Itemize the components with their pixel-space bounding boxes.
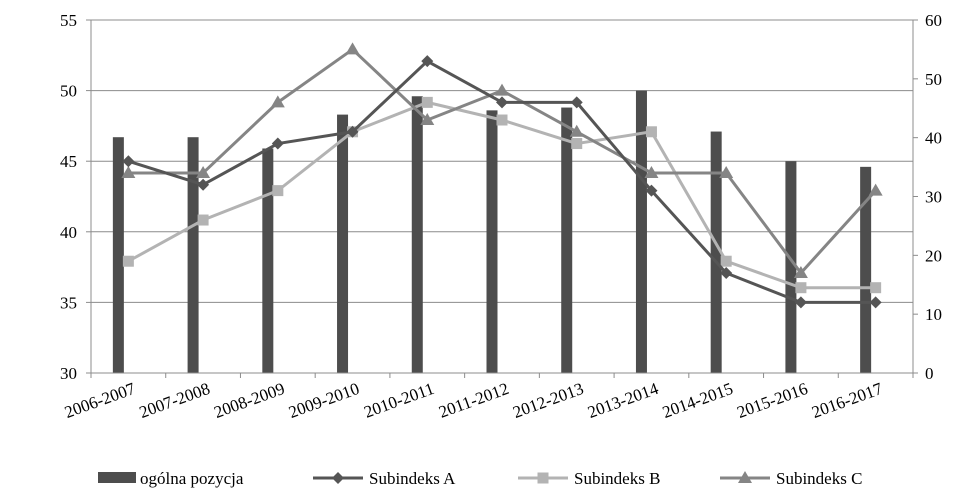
square-marker xyxy=(645,126,657,138)
triangle-marker xyxy=(121,165,136,178)
square-marker xyxy=(421,96,433,108)
legend-label: Subindeks C xyxy=(776,469,862,488)
bar xyxy=(710,131,722,373)
bar xyxy=(635,90,647,373)
triangle-marker xyxy=(868,183,883,196)
y-left-tick-label: 45 xyxy=(60,152,77,171)
diamond-marker xyxy=(271,137,284,150)
square-marker xyxy=(571,138,583,150)
y-right-tick-label: 60 xyxy=(925,11,942,30)
legend-swatch-bar xyxy=(98,472,136,483)
x-tick-label: 2013-2014 xyxy=(585,379,661,422)
legend: ogólna pozycja Subindeks A Subindeks B Subi… xyxy=(98,469,862,488)
y-right-tick-label: 10 xyxy=(925,305,942,324)
bar xyxy=(860,166,872,373)
triangle-marker xyxy=(196,165,211,178)
square-marker xyxy=(496,114,508,126)
triangle-marker xyxy=(270,95,285,108)
bar xyxy=(112,137,124,373)
legend-label: Subindeks A xyxy=(369,469,456,488)
square-marker xyxy=(870,282,882,294)
diamond-marker xyxy=(794,296,807,309)
line-series xyxy=(121,42,883,278)
y-right-tick-label: 30 xyxy=(925,188,942,207)
line-series xyxy=(122,96,882,294)
square-marker xyxy=(795,282,807,294)
diamond-marker xyxy=(869,296,882,309)
triangle-marker xyxy=(793,265,808,278)
x-tick-label: 2010-2011 xyxy=(362,379,437,422)
bar xyxy=(337,114,349,373)
series-line xyxy=(127,100,876,290)
y-right-tick-label: 50 xyxy=(925,70,942,89)
square-marker xyxy=(720,255,732,267)
diamond-marker xyxy=(197,178,210,191)
y-left-tick-label: 30 xyxy=(60,364,77,383)
diamond-marker xyxy=(496,96,508,109)
bar xyxy=(561,107,573,373)
line-series xyxy=(122,55,882,309)
triangle-marker xyxy=(345,42,360,55)
line-series-group xyxy=(121,42,883,309)
x-tick-label: 2009-2010 xyxy=(286,379,362,422)
triangle-marker xyxy=(644,165,659,178)
square-marker xyxy=(122,255,134,267)
bar xyxy=(785,161,797,373)
x-tick-label: 2006-2007 xyxy=(62,379,138,422)
square-marker xyxy=(197,214,209,226)
diamond-marker xyxy=(570,96,583,109)
bar xyxy=(411,96,423,374)
x-tick-label: 2012-2013 xyxy=(510,379,586,422)
y-right-tick-label: 0 xyxy=(925,364,934,383)
triangle-marker xyxy=(569,124,584,137)
triangle-marker xyxy=(719,165,734,178)
y-left-tick-label: 35 xyxy=(60,293,77,312)
y-right-tick-label: 20 xyxy=(925,246,942,265)
triangle-marker xyxy=(738,471,752,483)
diamond-marker xyxy=(122,155,135,168)
x-tick-label: 2016-2017 xyxy=(809,379,885,422)
x-tick-label: 2011-2012 xyxy=(436,379,511,422)
y-left-tick-label: 40 xyxy=(60,223,77,242)
diamond-marker xyxy=(720,266,733,279)
diamond-marker xyxy=(332,472,344,484)
triangle-marker xyxy=(495,83,509,96)
x-tick-label: 2008-2009 xyxy=(211,379,287,422)
x-tick-label: 2015-2016 xyxy=(735,379,811,422)
bar xyxy=(187,137,199,373)
y-right-tick-label: 40 xyxy=(925,129,942,148)
bar xyxy=(262,148,274,373)
legend-label: Subindeks B xyxy=(574,469,660,488)
legend-label: ogólna pozycja xyxy=(140,469,244,488)
bar xyxy=(486,110,498,374)
diamond-marker xyxy=(421,55,434,68)
x-tick-label: 2014-2015 xyxy=(660,379,736,422)
square-marker xyxy=(537,472,549,484)
square-marker xyxy=(272,185,284,197)
bar-series xyxy=(112,90,872,374)
triangle-marker xyxy=(420,113,435,126)
x-tick-label: 2007-2008 xyxy=(137,379,213,422)
diamond-marker xyxy=(346,125,359,138)
y-left-tick-label: 50 xyxy=(60,82,77,101)
y-left-tick-label: 55 xyxy=(60,11,77,30)
diamond-marker xyxy=(645,184,658,197)
